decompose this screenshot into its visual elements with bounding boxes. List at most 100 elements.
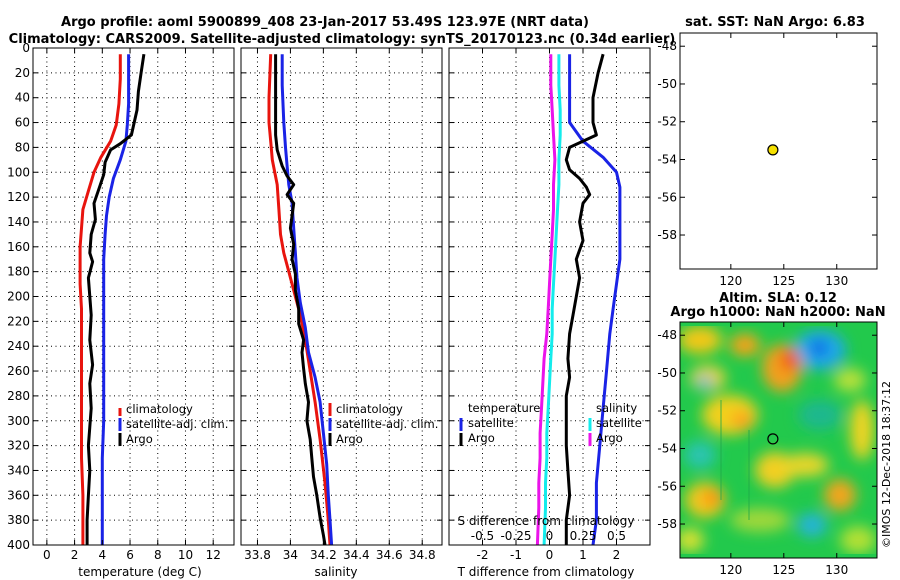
salinity-legend: climatology satellite-adj. clim. Argo (328, 402, 438, 446)
y-tick-label: 160 (7, 240, 30, 254)
y-tick-label: 0 (22, 41, 30, 55)
salinity-xlabel: salinity (314, 565, 357, 579)
x-tick-label: 34.4 (343, 548, 370, 562)
x-tick-label: 34 (283, 548, 298, 562)
y-tick-label: 100 (7, 165, 30, 179)
sla-map-title-1: Altim. SLA: 0.12 (719, 291, 837, 306)
series-line-satellite-adj-clim- (100, 54, 131, 545)
x-tick-label: 120 (719, 274, 742, 288)
y-tick-label: -54 (657, 152, 677, 166)
y-tick-label: 60 (15, 116, 30, 130)
y-tick-label: -48 (657, 39, 677, 53)
y-tick-label: -50 (657, 366, 677, 380)
y-tick-label: 200 (7, 290, 30, 304)
argo-position-marker (767, 433, 779, 445)
sla-map-frame (679, 321, 878, 559)
y-tick-label: -58 (657, 228, 677, 242)
x-tick-label: 2 (71, 548, 79, 562)
x-tick-label: 34.6 (376, 548, 403, 562)
sst-map-panel: sat. SST: NaN Argo: 6.83 120 125 130 -48 -50… (657, 15, 878, 288)
legend-label-satellite-adj: satellite-adj. clim. (336, 417, 438, 431)
temperature-legend: climatology satellite-adj. clim. Argo (118, 402, 228, 446)
x-tick-label: 8 (154, 548, 162, 562)
sla-map-title-2: Argo h1000: NaN h2000: NaN (670, 305, 885, 320)
sla-heatmap (680, 322, 877, 558)
legend-label-temp-satellite: satellite (468, 416, 514, 430)
x-tick-label: 120 (719, 563, 742, 577)
legend-label-climatology: climatology (126, 402, 193, 416)
y-tick-label: 400 (7, 538, 30, 552)
x-tick-label: 0 (43, 548, 51, 562)
legend-label-climatology: climatology (336, 402, 403, 416)
legend-label-satellite-adj: satellite-adj. clim. (126, 417, 228, 431)
y-tick-label: -56 (657, 190, 677, 204)
y-tick-label: -50 (657, 77, 677, 91)
x2-tick-label: 0.25 (570, 529, 597, 543)
y-tick-label: 120 (7, 190, 30, 204)
series-line-climatology (78, 54, 122, 545)
legend-title-temperature: temperature (468, 401, 540, 415)
salinity-axes-frame (240, 47, 443, 546)
x-tick-label: 1 (579, 548, 587, 562)
y-tick-label: 380 (7, 513, 30, 527)
y-tick-label: 220 (7, 314, 30, 328)
x-tick-label: -2 (477, 548, 489, 562)
x2-tick-label: -0.25 (500, 529, 531, 543)
temperature-xlabel: temperature (deg C) (78, 565, 201, 579)
x-tick-label: 34.2 (310, 548, 337, 562)
legend-label-sal-argo: Argo (596, 431, 623, 445)
y-tick-label: 300 (7, 414, 30, 428)
x2-tick-label: 0 (546, 529, 554, 543)
y-tick-label: -52 (657, 404, 677, 418)
legend-label-temp-argo: Argo (468, 431, 495, 445)
x-tick-label: 33.8 (244, 548, 271, 562)
series-line-argo (85, 53, 146, 545)
title-line-1: Argo profile: aoml 5900899_408 23-Jan-20… (61, 15, 589, 30)
difference-panel: -2 -1 0 1 2 -0.5 -0.25 0 0.25 0.5 T difference fr… (448, 47, 651, 579)
salinity-panel: 33.8 34 34.2 34.4 34.6 34.8 salinity climatol… (240, 47, 443, 579)
y-tick-label: 240 (7, 339, 30, 353)
y-tick-label: 260 (7, 364, 30, 378)
y-tick-label: 280 (7, 389, 30, 403)
x-tick-label: 130 (825, 274, 848, 288)
series-line-argo (274, 54, 327, 546)
x-tick-label: 4 (98, 548, 106, 562)
y-tick-label: 340 (7, 463, 30, 477)
y-tick-label: -48 (657, 328, 677, 342)
y-tick-label: -56 (657, 479, 677, 493)
x-tick-label: 34.8 (409, 548, 436, 562)
x-tick-label: 125 (772, 563, 795, 577)
y-tick-label: -58 (657, 517, 677, 531)
series-line-satellite-adj-clim- (280, 54, 334, 546)
y-tick-label: 40 (15, 91, 30, 105)
sst-map-title: sat. SST: NaN Argo: 6.83 (685, 15, 865, 30)
x-tick-label: 6 (126, 548, 134, 562)
temperature-panel: 0 2 4 6 8 10 120204060801001201401601802002202… (7, 41, 235, 579)
x-tick-label: -1 (510, 548, 522, 562)
x2-tick-label: 0.5 (607, 529, 626, 543)
argo-position-marker (767, 144, 779, 156)
title-line-2: Climatology: CARS2009. Satellite-adjuste… (9, 32, 676, 47)
y-tick-label: 360 (7, 488, 30, 502)
legend-label-argo: Argo (126, 432, 153, 446)
series-line-salinity-satellite (542, 54, 562, 546)
y-tick-label: 180 (7, 265, 30, 279)
legend-label-argo: Argo (336, 432, 363, 446)
series-line-climatology (267, 54, 332, 546)
legend-label-sal-satellite: satellite (596, 416, 642, 430)
x-tick-label: 2 (613, 548, 621, 562)
y-tick-label: 140 (7, 215, 30, 229)
x-tick-label: 12 (206, 548, 221, 562)
y-tick-label: 320 (7, 439, 30, 453)
sst-map-frame (679, 32, 878, 270)
watermark-text: ©IMOS 12-Dec-2018 18:37:12 (880, 381, 893, 548)
series-line-salinity-argo (535, 54, 557, 546)
legend-title-salinity: salinity (596, 401, 637, 415)
series-line-temperature-argo (564, 53, 605, 545)
x-tick-label: 125 (772, 274, 795, 288)
y-tick-label: 20 (15, 66, 30, 80)
difference-legend: temperature satellite Argo salinity sate… (459, 401, 642, 446)
y-tick-label: 80 (15, 140, 30, 154)
x-tick-label: 10 (178, 548, 193, 562)
